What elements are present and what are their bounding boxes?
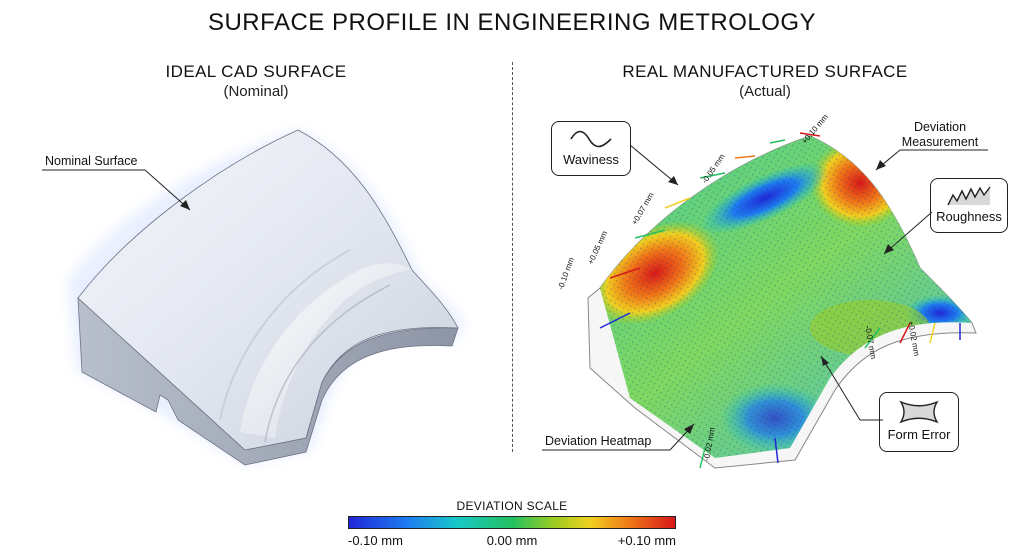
waviness-callout: Waviness	[551, 121, 631, 176]
roughness-leader	[883, 211, 933, 255]
nominal-surface-leader	[42, 169, 191, 211]
page-title: SURFACE PROFILE IN ENGINEERING METROLOGY	[207, 9, 817, 36]
wave-icon	[570, 130, 612, 148]
ideal-panel-subtitle: (Nominal)	[223, 83, 289, 100]
scale-min-label: -0.10 mm	[348, 533, 403, 548]
scale-mid-label: 0.00 mm	[486, 533, 538, 548]
deviation-measurement-label: Deviation Measurement	[900, 120, 980, 150]
roughness-label: Roughness	[936, 209, 1002, 224]
scale-max-label: +0.10 mm	[617, 533, 676, 548]
roughness-callout: Roughness	[930, 178, 1008, 233]
ideal-surface-illustration	[68, 129, 465, 466]
deviation-measurement-leader	[875, 149, 988, 171]
waviness-leader	[630, 144, 679, 186]
ideal-panel-title: IDEAL CAD SURFACE	[165, 62, 347, 81]
form-error-icon	[899, 400, 939, 424]
panel-divider	[512, 62, 513, 452]
roughness-icon	[947, 186, 991, 206]
form-error-label: Form Error	[887, 427, 951, 442]
real-surface-heatmap	[587, 132, 977, 469]
waviness-label: Waviness	[563, 152, 619, 167]
deviation-measurement-line1: Deviation	[913, 120, 967, 134]
deviation-scale-bar	[348, 516, 676, 529]
nominal-surface-label: Nominal Surface	[45, 154, 138, 168]
form-error-callout: Form Error	[879, 392, 959, 452]
real-panel-title: REAL MANUFACTURED SURFACE	[622, 62, 908, 81]
real-panel-subtitle: (Actual)	[739, 83, 791, 100]
deviation-heatmap-leader	[542, 423, 695, 451]
deviation-measurement-line2: Measurement	[901, 135, 979, 149]
deviation-scale-title: DEVIATION SCALE	[456, 499, 568, 513]
form-error-leader	[820, 355, 883, 421]
deviation-heatmap-label: Deviation Heatmap	[545, 434, 652, 448]
measurement-arrows	[599, 132, 961, 469]
